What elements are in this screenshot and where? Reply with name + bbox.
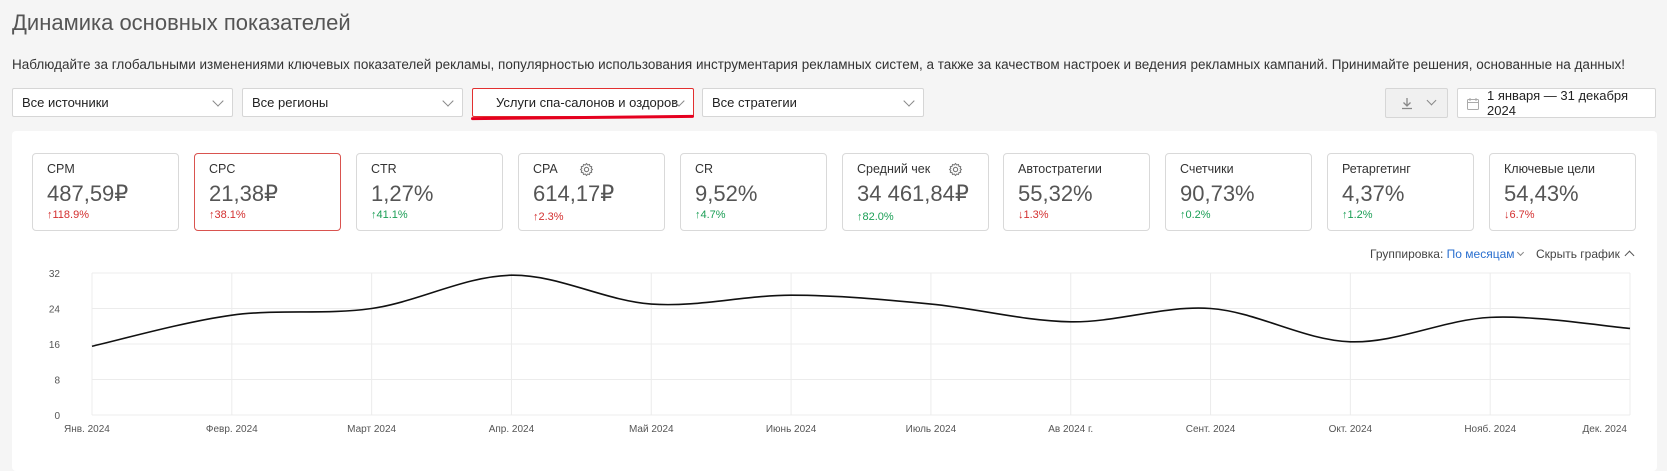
data-point bbox=[789, 293, 793, 297]
metric-label: CTR bbox=[371, 162, 397, 176]
metric-value: 34 461,84₽ bbox=[857, 181, 969, 206]
x-tick-label: Дек. 2024 bbox=[1582, 424, 1627, 435]
metric-value: 55,32% bbox=[1018, 181, 1093, 206]
grouping-control[interactable]: Группировка: По месяцам bbox=[1370, 247, 1524, 261]
data-point bbox=[1069, 320, 1073, 324]
x-tick-label: Май 2024 bbox=[629, 424, 674, 435]
sources-select-value: Все источники bbox=[22, 95, 109, 110]
data-point bbox=[370, 307, 374, 311]
download-button[interactable] bbox=[1385, 88, 1448, 118]
metric-change: ↑41.1% bbox=[371, 209, 408, 221]
regions-select-value: Все регионы bbox=[252, 95, 329, 110]
metric-change: ↑4.7% bbox=[695, 209, 726, 221]
data-point bbox=[1348, 340, 1352, 344]
metric-value: 1,27% bbox=[371, 181, 434, 206]
hide-chart-button[interactable]: Скрыть график bbox=[1536, 247, 1635, 261]
grouping-label: Группировка: bbox=[1370, 247, 1444, 261]
x-tick-label: Сент. 2024 bbox=[1186, 424, 1236, 435]
x-tick-label: Июль 2024 bbox=[906, 424, 957, 435]
strategies-select[interactable]: Все стратегии bbox=[702, 88, 924, 117]
data-point bbox=[509, 273, 513, 277]
y-tick-label: 24 bbox=[49, 305, 61, 316]
gear-icon[interactable] bbox=[948, 162, 963, 177]
metric-label: CPM bbox=[47, 162, 75, 176]
regions-select[interactable]: Все регионы bbox=[242, 88, 463, 117]
metric-label: CR bbox=[695, 162, 714, 176]
metric-card-3[interactable]: CPA 614,17₽ ↑2.3% bbox=[518, 153, 665, 231]
x-tick-label: Нояб. 2024 bbox=[1464, 423, 1516, 435]
y-tick-label: 0 bbox=[54, 411, 60, 422]
data-point bbox=[1628, 326, 1632, 330]
metric-card-5[interactable]: Средний чек 34 461,84₽ ↑82.0% bbox=[842, 153, 989, 231]
metric-label: Ретаргетинг bbox=[1342, 162, 1411, 176]
metric-value: 487,59₽ bbox=[47, 181, 129, 206]
metric-label: Автостратегии bbox=[1018, 162, 1102, 176]
metric-value: 614,17₽ bbox=[533, 181, 615, 206]
x-tick-label: Окт. 2024 bbox=[1329, 424, 1373, 435]
data-point bbox=[90, 344, 94, 348]
metric-change: ↑0.2% bbox=[1180, 209, 1211, 221]
metric-change: ↓6.7% bbox=[1504, 209, 1535, 221]
metric-change: ↑38.1% bbox=[209, 209, 246, 221]
grouping-value[interactable]: По месяцам bbox=[1446, 247, 1515, 261]
page-title: Динамика основных показателей bbox=[12, 10, 351, 35]
strategies-select-value: Все стратегии bbox=[712, 95, 797, 110]
date-range-value: 1 января — 31 декабря 2024 bbox=[1487, 88, 1629, 118]
x-tick-label: Февр. 2024 bbox=[206, 424, 258, 435]
metric-value: 4,37% bbox=[1342, 181, 1405, 206]
metric-card-2[interactable]: CTR 1,27% ↑41.1% bbox=[356, 153, 503, 231]
x-tick-label: Ав 2024 г. bbox=[1048, 424, 1093, 435]
calendar-icon bbox=[1467, 98, 1479, 110]
metric-change: ↑82.0% bbox=[857, 211, 894, 223]
metric-card-1[interactable]: CPC 21,38₽ ↑38.1% bbox=[194, 153, 341, 231]
x-tick-label: Март 2024 bbox=[347, 424, 396, 435]
metric-value: 9,52% bbox=[695, 181, 758, 206]
metric-value: 21,38₽ bbox=[209, 181, 279, 206]
metric-card-4[interactable]: CR 9,52% ↑4.7% bbox=[680, 153, 827, 231]
metric-card-8[interactable]: Ретаргетинг 4,37% ↑1.2% bbox=[1327, 153, 1474, 231]
metric-value: 54,43% bbox=[1504, 181, 1579, 206]
metric-change: ↑1.2% bbox=[1342, 209, 1373, 221]
metric-change: ↓1.3% bbox=[1018, 209, 1049, 221]
metric-card-6[interactable]: Автостратегии 55,32% ↓1.3% bbox=[1003, 153, 1150, 231]
metric-card-9[interactable]: Ключевые цели 54,43% ↓6.7% bbox=[1489, 153, 1636, 231]
hide-chart-label: Скрыть график bbox=[1536, 247, 1620, 261]
x-tick-label: Апр. 2024 bbox=[489, 424, 535, 435]
sources-select[interactable]: Все источники bbox=[12, 88, 233, 117]
metric-label: Ключевые цели bbox=[1504, 162, 1596, 176]
metric-label: Счетчики bbox=[1180, 162, 1234, 176]
date-range-picker[interactable]: 1 января — 31 декабря 2024 bbox=[1457, 88, 1656, 118]
y-tick-label: 32 bbox=[49, 269, 61, 280]
data-point bbox=[649, 302, 653, 306]
data-point bbox=[230, 313, 234, 317]
page-description: Наблюдайте за глобальными изменениями кл… bbox=[12, 57, 1626, 72]
data-point bbox=[1488, 315, 1492, 319]
metric-change: ↑2.3% bbox=[533, 211, 564, 223]
metric-label: CPA bbox=[533, 162, 558, 176]
series-line bbox=[91, 274, 1631, 347]
category-select[interactable]: Услуги спа-салонов и оздоров bbox=[472, 88, 694, 117]
download-icon bbox=[1402, 98, 1412, 110]
category-select-value: Услуги спа-салонов и оздоров bbox=[496, 95, 679, 110]
gear-icon[interactable] bbox=[579, 162, 594, 177]
metric-card-0[interactable]: CPM 487,59₽ ↑118.9% bbox=[32, 153, 179, 231]
metric-label: Средний чек bbox=[857, 162, 931, 176]
data-point bbox=[929, 302, 933, 306]
y-tick-label: 16 bbox=[49, 340, 61, 351]
y-tick-label: 8 bbox=[54, 376, 60, 387]
x-tick-label: Июнь 2024 bbox=[766, 424, 817, 435]
x-tick-label: Янв. 2024 bbox=[64, 424, 110, 435]
metric-card-7[interactable]: Счетчики 90,73% ↑0.2% bbox=[1165, 153, 1312, 231]
data-point bbox=[1209, 307, 1213, 311]
metric-value: 90,73% bbox=[1180, 181, 1255, 206]
metric-label: CPC bbox=[209, 162, 236, 176]
metric-change: ↑118.9% bbox=[47, 209, 89, 221]
